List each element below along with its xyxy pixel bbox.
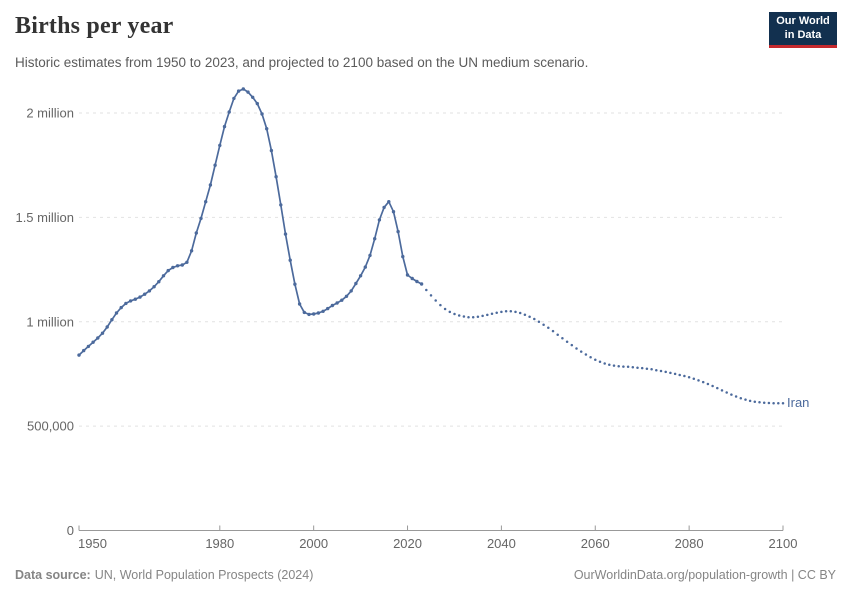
y-tick-label: 0 bbox=[67, 523, 74, 538]
y-tick-label: 1.5 million bbox=[15, 210, 74, 225]
x-tick-label: 1980 bbox=[205, 536, 234, 551]
x-tick-label: 2020 bbox=[393, 536, 422, 551]
x-tick-label: 2080 bbox=[675, 536, 704, 551]
owid-logo-line1: Our World bbox=[776, 15, 830, 27]
historic-markers bbox=[77, 87, 424, 357]
data-source-label: Data source: bbox=[15, 568, 91, 582]
series-label-iran: Iran bbox=[787, 395, 810, 410]
y-tick-label: 1 million bbox=[26, 314, 74, 329]
x-axis: 1950 1980 2000 2020 2040 2060 2080 2100 bbox=[78, 525, 798, 551]
owid-logo-line2: in Data bbox=[784, 28, 822, 41]
x-tick-label: 2100 bbox=[769, 536, 798, 551]
y-tick-label: 2 million bbox=[26, 106, 74, 121]
page-title: Births per year bbox=[15, 13, 174, 39]
projection-dots bbox=[425, 288, 785, 405]
x-tick-label: 1950 bbox=[78, 536, 107, 551]
chart-footer: Data source: UN, World Population Prospec… bbox=[15, 568, 836, 582]
x-tick-label: 2060 bbox=[581, 536, 610, 551]
chart-subtitle: Historic estimates from 1950 to 2023, an… bbox=[15, 55, 589, 70]
data-source-note: Data source: UN, World Population Prospec… bbox=[15, 568, 313, 582]
x-tick-label: 2000 bbox=[299, 536, 328, 551]
license-note: OurWorldinData.org/population-growth | C… bbox=[573, 568, 836, 582]
data-source-value: UN, World Population Prospects (2024) bbox=[94, 568, 314, 582]
x-tick-label: 2040 bbox=[487, 536, 516, 551]
owid-logo[interactable]: Our World in Data bbox=[769, 12, 837, 48]
historic-line bbox=[78, 88, 423, 356]
y-gridlines: 0 500,000 1 million 1.5 million 2 million bbox=[15, 106, 783, 538]
y-tick-label: 500,000 bbox=[27, 419, 74, 434]
